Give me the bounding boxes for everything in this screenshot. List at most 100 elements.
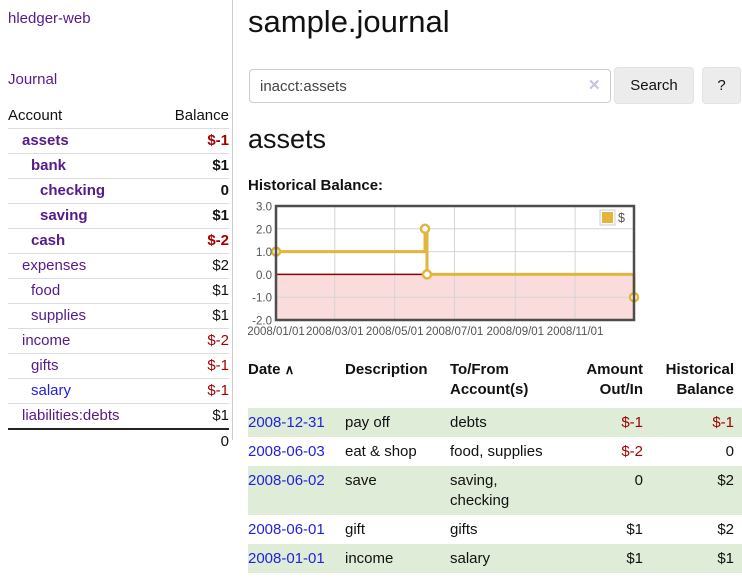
account-row-cash: cash $-2 bbox=[8, 228, 229, 254]
transaction-accounts: food, supplies bbox=[450, 443, 543, 460]
transaction-amount: 0 bbox=[560, 466, 643, 515]
svg-text:2.0: 2.0 bbox=[256, 224, 272, 236]
svg-text:2008/01/01: 2008/01/01 bbox=[248, 326, 305, 338]
account-row-expenses: expenses $2 bbox=[8, 253, 229, 279]
transaction-date-link[interactable]: 2008-06-02 bbox=[248, 472, 325, 489]
register-row: 2008-06-02 save saving, checking 0 $2 bbox=[248, 466, 742, 515]
transaction-description: gift bbox=[345, 521, 366, 538]
register-row: 2008-06-01 gift gifts $1 $2 bbox=[248, 515, 742, 544]
svg-text:1.0: 1.0 bbox=[256, 247, 272, 259]
legend-swatch-icon bbox=[602, 212, 613, 223]
chart-y-tick-labels: 3.0 2.0 1.0 0.0 -1.0 -2.0 bbox=[252, 202, 272, 328]
transaction-balance: 0 bbox=[725, 443, 734, 460]
account-link-assets[interactable]: assets bbox=[22, 132, 69, 149]
transaction-date-link[interactable]: 2008-06-01 bbox=[248, 521, 325, 538]
balance-column-header: Historical Balance bbox=[665, 361, 734, 398]
transaction-description: income bbox=[345, 544, 450, 573]
account-balance: $1 bbox=[156, 303, 229, 329]
svg-text:2008/07/01: 2008/07/01 bbox=[426, 326, 484, 338]
sidebar-item-journal[interactable]: Journal bbox=[8, 71, 58, 88]
account-balance: $1 bbox=[156, 403, 229, 429]
clear-search-icon[interactable]: ✕ bbox=[588, 77, 601, 94]
balance-column-header: Balance bbox=[174, 107, 229, 124]
register-table: Date ∧ Description To/From Account(s) Am… bbox=[248, 358, 742, 573]
account-link-saving[interactable]: saving bbox=[40, 207, 88, 224]
account-row-checking: checking 0 bbox=[8, 178, 229, 204]
transaction-balance: $-1 bbox=[643, 408, 742, 437]
accounts-table: Account Balance assets $-1 bank $1 check… bbox=[8, 104, 229, 454]
account-balance: $1 bbox=[156, 203, 229, 229]
account-row-saving: saving $1 bbox=[8, 203, 229, 229]
transaction-accounts: debts bbox=[450, 408, 560, 437]
account-link-salary[interactable]: salary bbox=[31, 382, 72, 399]
app-brand-link[interactable]: hledger-web bbox=[8, 10, 91, 27]
account-row-food: food $1 bbox=[8, 278, 229, 304]
account-link-liabilities-debts[interactable]: liabilities:debts bbox=[22, 407, 120, 424]
help-button[interactable]: ? bbox=[702, 67, 741, 104]
account-column-header: Account bbox=[8, 107, 63, 124]
register-row: 2008-01-01 income salary $1 $1 bbox=[248, 544, 742, 573]
transaction-amount: $1 bbox=[626, 521, 643, 538]
svg-text:-1.0: -1.0 bbox=[252, 293, 272, 305]
transaction-description: eat & shop bbox=[345, 443, 417, 460]
search-button[interactable]: Search bbox=[614, 67, 694, 104]
account-link-expenses[interactable]: expenses bbox=[22, 257, 87, 274]
transaction-accounts: gifts bbox=[450, 521, 478, 538]
amount-column-header: Amount Out/In bbox=[586, 361, 643, 398]
account-link-gifts[interactable]: gifts bbox=[31, 357, 59, 374]
historical-balance-chart[interactable]: $ 3.0 2.0 1.0 0.0 -1.0 -2.0 2008/01/01 2… bbox=[248, 200, 644, 342]
accounts-table-header: Account Balance bbox=[8, 104, 229, 129]
sidebar: hledger-web Journal Account Balance asse… bbox=[0, 0, 233, 454]
main-content: sample.journal ✕ Search ? assets Histori… bbox=[248, 0, 742, 582]
account-balance: 0 bbox=[156, 178, 229, 204]
register-header-row: Date ∧ Description To/From Account(s) Am… bbox=[248, 358, 742, 408]
account-balance: $1 bbox=[156, 278, 229, 304]
account-balance: $-2 bbox=[156, 328, 229, 354]
account-link-income[interactable]: income bbox=[22, 332, 71, 349]
account-row-assets: assets $-1 bbox=[8, 128, 229, 154]
transaction-amount: $-2 bbox=[621, 443, 643, 460]
account-balance: $1 bbox=[156, 153, 229, 179]
chart-legend: $ bbox=[599, 209, 625, 226]
svg-text:2008/05/01: 2008/05/01 bbox=[366, 326, 424, 338]
account-balance: $-1 bbox=[156, 353, 229, 379]
transaction-accounts: salary bbox=[450, 544, 560, 573]
account-link-supplies[interactable]: supplies bbox=[31, 307, 87, 324]
svg-text:3.0: 3.0 bbox=[256, 202, 272, 214]
legend-label: $ bbox=[618, 211, 625, 225]
sort-ascending-icon: ∧ bbox=[284, 362, 295, 377]
transaction-date-link[interactable]: 2008-12-31 bbox=[248, 414, 325, 431]
transaction-balance: $1 bbox=[643, 544, 742, 573]
description-column-header: Description bbox=[345, 361, 428, 378]
account-link-checking[interactable]: checking bbox=[40, 182, 106, 199]
account-link-food[interactable]: food bbox=[31, 282, 61, 299]
account-link-bank[interactable]: bank bbox=[31, 157, 67, 174]
page-title: sample.journal bbox=[248, 4, 450, 39]
transaction-description: save bbox=[345, 466, 450, 515]
chart-x-tick-labels: 2008/01/01 2008/03/01 2008/05/01 2008/07… bbox=[248, 326, 603, 338]
account-balance: $2 bbox=[156, 253, 229, 279]
register-row: 2008-06-03 eat & shop food, supplies $-2… bbox=[248, 437, 742, 466]
search-input[interactable] bbox=[249, 69, 611, 103]
account-row-supplies: supplies $1 bbox=[8, 303, 229, 329]
svg-text:2008/11/01: 2008/11/01 bbox=[547, 326, 604, 338]
transaction-date-link[interactable]: 2008-06-03 bbox=[248, 443, 325, 460]
account-link-cash[interactable]: cash bbox=[31, 232, 66, 249]
transaction-balance: $2 bbox=[717, 521, 734, 538]
chart-label: Historical Balance: bbox=[248, 177, 384, 194]
transaction-amount: $1 bbox=[560, 544, 643, 573]
transaction-date-link[interactable]: 2008-01-01 bbox=[248, 550, 325, 567]
svg-text:2008/09/01: 2008/09/01 bbox=[487, 326, 545, 338]
account-row-salary: salary $-1 bbox=[8, 378, 229, 404]
transaction-accounts: saving, checking bbox=[450, 466, 560, 515]
chart-border bbox=[274, 204, 636, 322]
register-row: 2008-12-31 pay off debts $-1 $-1 bbox=[248, 408, 742, 437]
account-page-title: assets bbox=[248, 124, 327, 154]
date-column-header[interactable]: Date ∧ bbox=[248, 361, 295, 378]
transaction-amount: $-1 bbox=[560, 408, 643, 437]
transaction-description: pay off bbox=[345, 408, 450, 437]
accounts-column-header: To/From Account(s) bbox=[450, 361, 529, 398]
account-row-liabilities-debts: liabilities:debts $1 bbox=[8, 403, 229, 429]
account-row-gifts: gifts $-1 bbox=[8, 353, 229, 379]
accounts-total-row: 0 bbox=[8, 428, 229, 454]
